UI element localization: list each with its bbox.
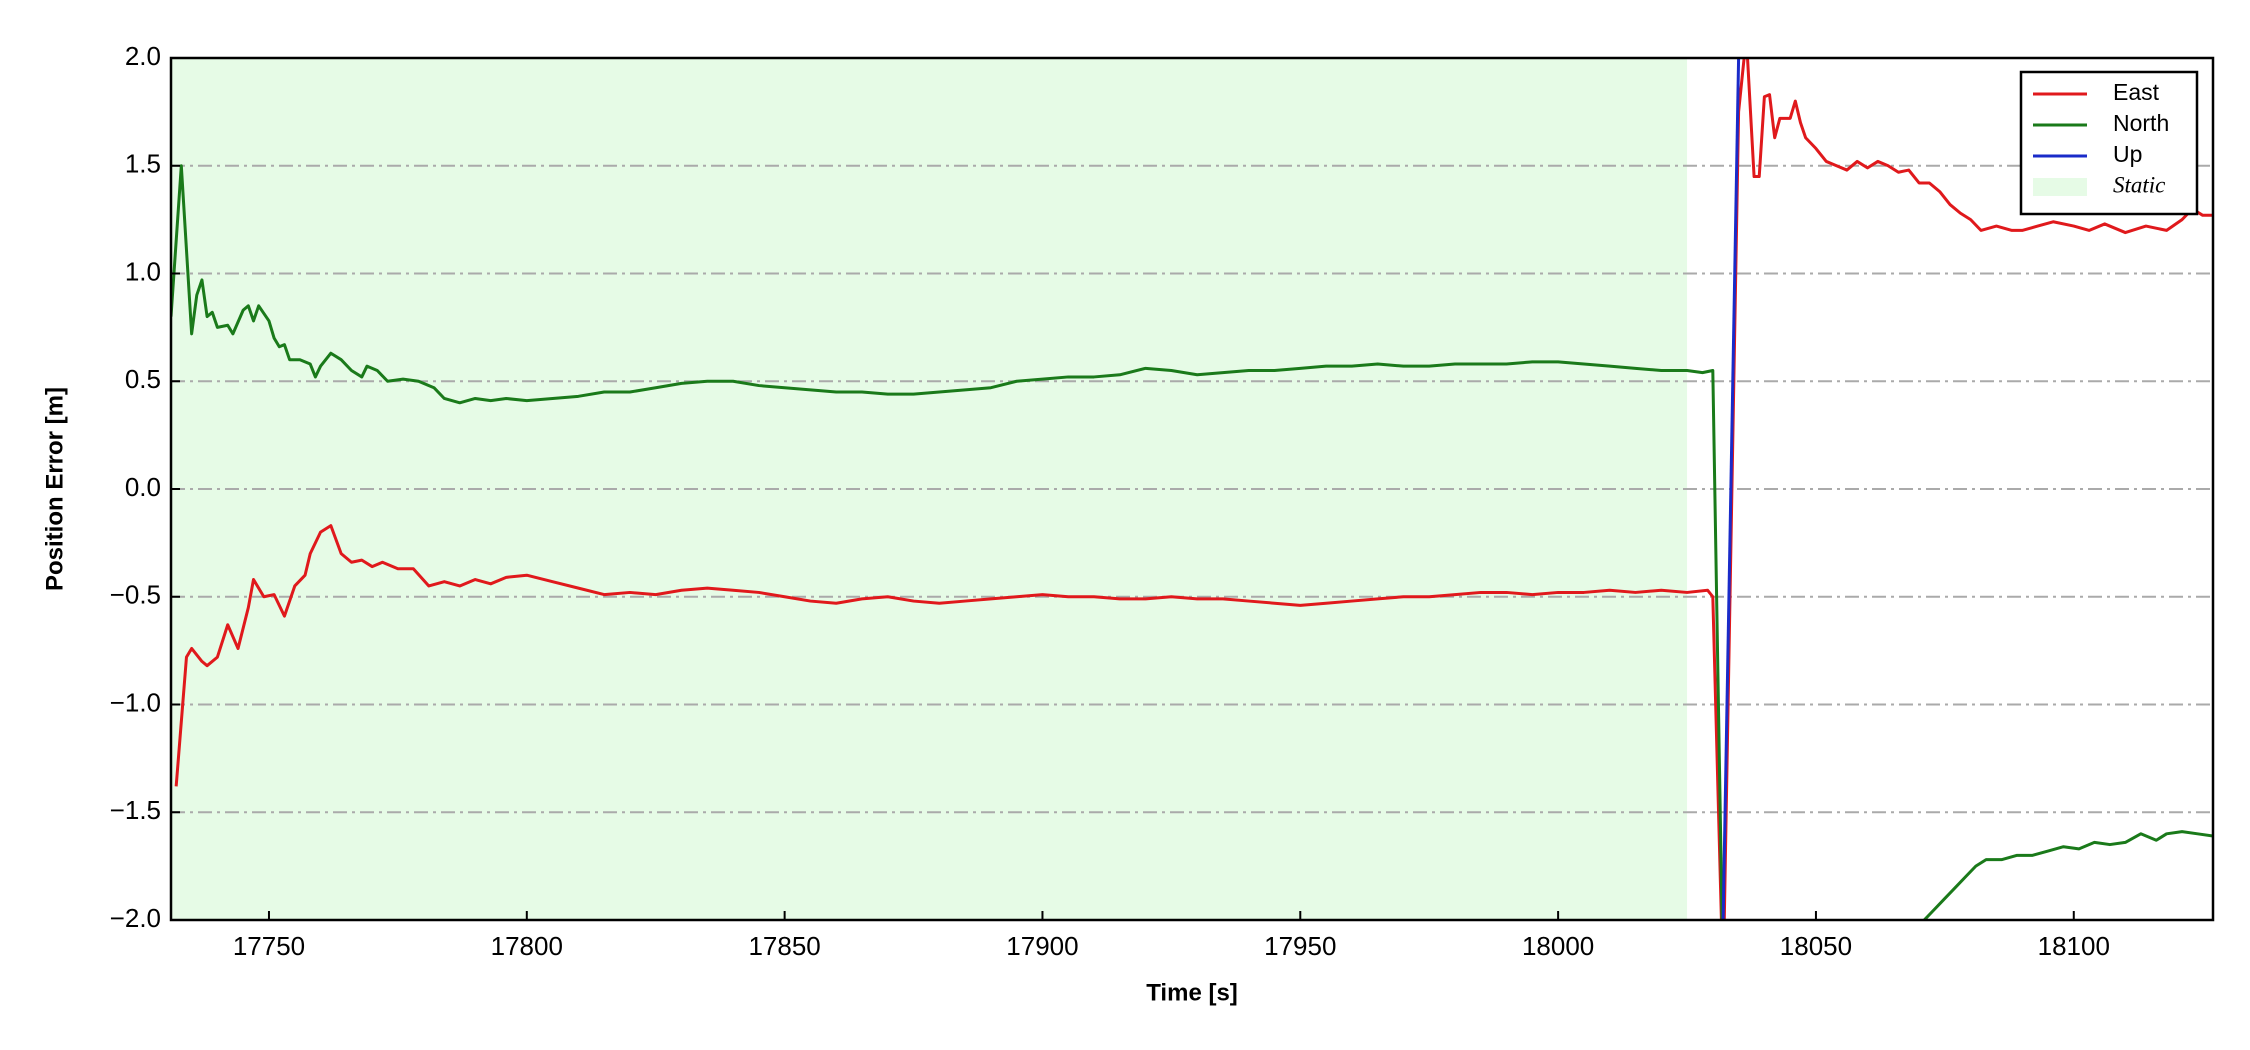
x-tick-label: 18100	[2038, 931, 2110, 961]
series-line	[174, 58, 2213, 920]
plot-background	[171, 57, 2213, 921]
y-axis-label: Position Error [m]	[41, 387, 68, 591]
legend-label: Up	[2113, 141, 2142, 167]
x-tick-label: 18000	[1522, 931, 1594, 961]
y-tick-label: 2.0	[125, 41, 161, 71]
x-axis-label: Time [s]	[1146, 979, 1238, 1006]
y-tick-label: 0.5	[125, 364, 161, 394]
legend: East North Up Static	[2019, 70, 2199, 216]
plot-area	[171, 58, 2213, 920]
y-tick-label: −2.0	[110, 903, 161, 933]
x-tick-label: 18050	[1780, 931, 1852, 961]
x-tick-label: 17900	[1006, 931, 1078, 961]
legend-label: East	[2113, 79, 2160, 105]
y-tick-label: −1.0	[110, 687, 161, 717]
x-tick-label: 17850	[748, 931, 820, 961]
y-tick-label: 1.0	[125, 256, 161, 286]
y-tick-label: −0.5	[110, 580, 161, 610]
series-line	[171, 164, 2213, 920]
legend-swatch	[2033, 178, 2087, 196]
axes: −2.0 −1.5 −1.0 −0.5 0.0 0.5 1.0 1.5 2.0 17750 1780…	[110, 41, 2110, 961]
y-tick-label: −1.5	[110, 795, 161, 825]
y-tick-label: 1.5	[125, 149, 161, 179]
series-line	[1721, 58, 1741, 920]
x-tick-label: 17750	[233, 931, 305, 961]
y-tick-label: 0.0	[125, 472, 161, 502]
legend-label: Static	[2113, 172, 2165, 197]
x-tick-label: 17800	[491, 931, 563, 961]
legend-label: North	[2113, 110, 2169, 136]
x-tick-label: 17950	[1264, 931, 1336, 961]
